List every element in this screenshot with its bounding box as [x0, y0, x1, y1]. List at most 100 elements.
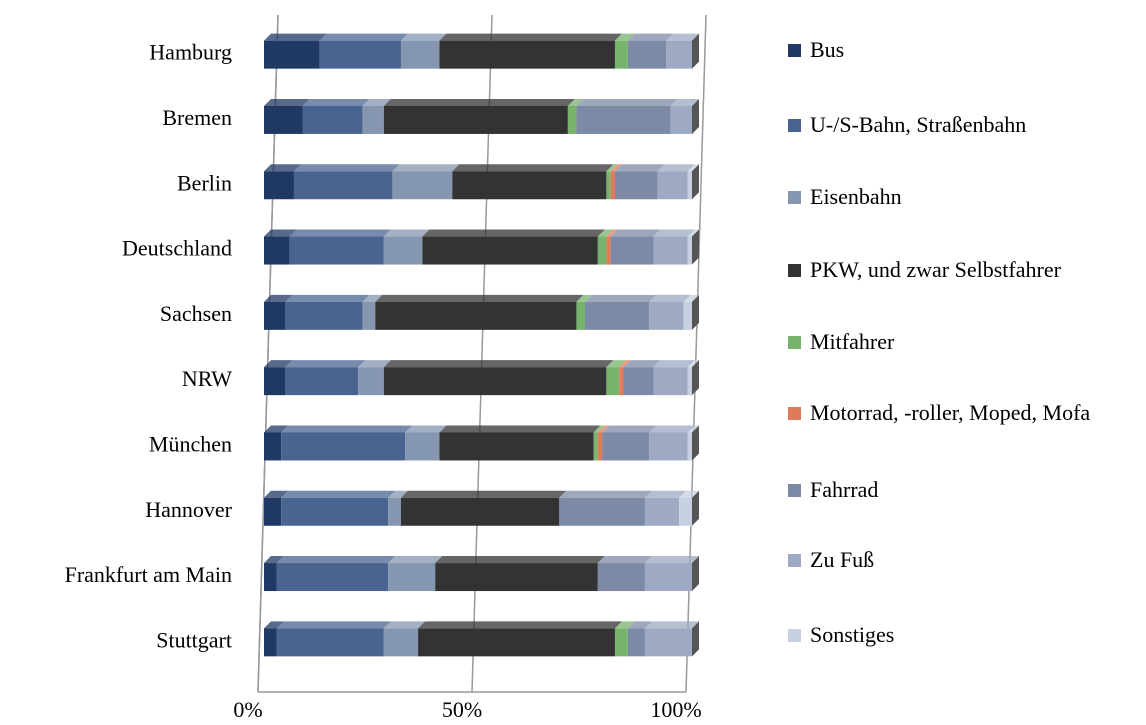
bar [614, 628, 628, 657]
legend-item: Motorrad, -roller, Moped, Mofa [788, 398, 1138, 428]
bar-end [692, 556, 699, 592]
bar [644, 628, 692, 657]
bar [597, 236, 607, 265]
bar [687, 432, 692, 461]
bar [452, 171, 607, 200]
bar [593, 432, 598, 461]
bar-top [375, 294, 584, 302]
bar-top [644, 556, 699, 564]
bar [602, 432, 650, 461]
bar-top [597, 229, 614, 237]
bar-top [383, 621, 426, 629]
y-tick-label: Frankfurt am Main [65, 562, 232, 587]
bar-top [362, 294, 383, 302]
y-tick-label: München [149, 431, 232, 456]
bar-end [692, 425, 699, 461]
bar [606, 236, 611, 265]
bar-top [597, 425, 610, 433]
bar [559, 497, 645, 526]
bar-top [264, 621, 284, 629]
bar [358, 367, 384, 396]
bar [264, 105, 303, 134]
x-tick-label: 100% [650, 697, 701, 722]
bar-top [400, 33, 447, 41]
bar [683, 301, 692, 330]
legend-swatch [788, 119, 801, 132]
bar [576, 301, 585, 330]
bar [597, 432, 603, 461]
y-tick-label: Deutschland [122, 236, 232, 261]
bar [302, 105, 363, 134]
bar [679, 497, 692, 526]
bar-top [597, 556, 652, 564]
legend-label: Eisenbahn [810, 184, 902, 209]
legend-label: Sonstiges [810, 622, 895, 647]
bar [264, 497, 282, 526]
bar [666, 40, 692, 69]
bar [657, 171, 688, 200]
bar [649, 432, 688, 461]
bar-top [383, 229, 430, 237]
bar [383, 105, 568, 134]
bar-top [614, 621, 635, 629]
legend-item: Zu Fuß [788, 545, 1138, 575]
y-tick-label: NRW [182, 366, 232, 391]
bar-top [383, 98, 575, 106]
bar-top [281, 425, 413, 433]
bar-top [285, 360, 366, 368]
y-tick-label: Stuttgart [156, 627, 232, 652]
bar-top [388, 556, 443, 564]
bar [400, 497, 560, 526]
bar [281, 497, 389, 526]
bar-top [559, 490, 652, 498]
bar [400, 40, 440, 69]
bar-top [388, 490, 408, 498]
legend-label: Zu Fuß [810, 547, 875, 572]
bar-top [627, 621, 652, 629]
bar [644, 563, 692, 592]
bar [264, 301, 286, 330]
bar-top [687, 360, 699, 368]
bar-top [614, 33, 635, 41]
bar [362, 105, 384, 134]
bar-top [610, 229, 661, 237]
y-tick-label: Sachsen [160, 301, 232, 326]
bar [687, 367, 692, 396]
bar-top [276, 621, 391, 629]
bar [264, 628, 277, 657]
bar-end [692, 229, 699, 265]
bar-top [623, 360, 661, 368]
bar [289, 236, 384, 265]
bar-top [627, 33, 674, 41]
legend-swatch [788, 264, 801, 277]
bar-top [439, 425, 601, 433]
bar-top [392, 164, 460, 172]
bar-top [670, 98, 699, 106]
legend-label: PKW, und zwar Selbstfahrer [810, 257, 1061, 282]
legend-item: PKW, und zwar Selbstfahrer [788, 255, 1138, 285]
bar [619, 367, 624, 396]
bar [422, 236, 598, 265]
bar-top [593, 425, 605, 433]
legend-item: U-/S-Bahn, Straßenbahn [788, 110, 1138, 140]
bar [610, 236, 654, 265]
bar [276, 628, 384, 657]
bar [281, 432, 406, 461]
bar-top [653, 360, 695, 368]
bar [670, 105, 692, 134]
legend-swatch [788, 629, 801, 642]
bar-top [264, 229, 297, 237]
bar-top [602, 425, 657, 433]
y-tick-label: Berlin [177, 170, 232, 195]
bar-top [264, 164, 301, 172]
bar-top [585, 294, 657, 302]
bar-top [264, 425, 289, 433]
legend-label: Mitfahrer [810, 329, 895, 354]
bar-end [692, 33, 699, 69]
bar [585, 301, 650, 330]
bar [285, 367, 359, 396]
bar [653, 236, 688, 265]
bar-top [567, 98, 584, 106]
bar-top [276, 556, 396, 564]
bar-end [692, 164, 699, 200]
